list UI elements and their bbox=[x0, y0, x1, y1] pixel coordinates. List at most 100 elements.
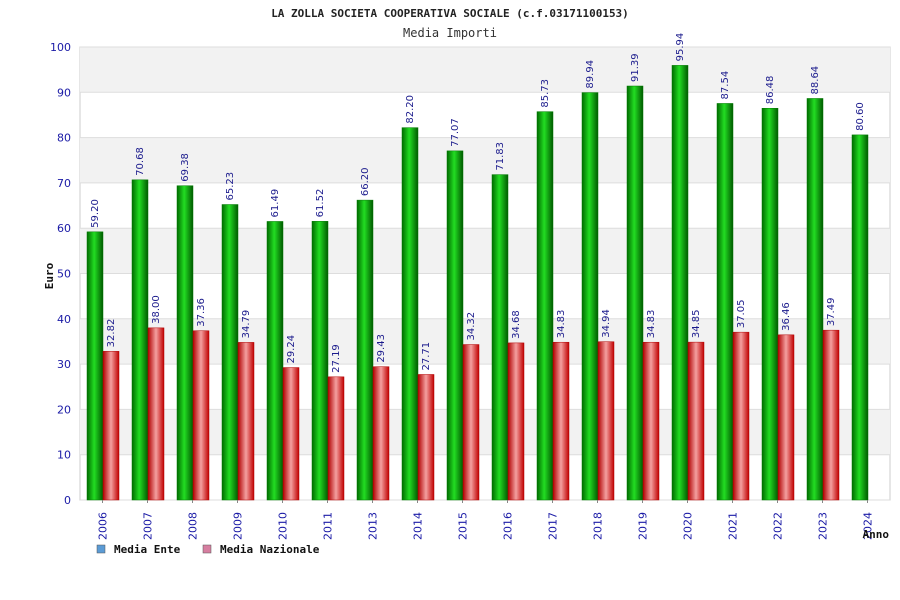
bar-media-ente bbox=[356, 199, 374, 501]
chart-title: LA ZOLLA SOCIETA COOPERATIVA SOCIALE (c.… bbox=[271, 7, 629, 20]
gridlines bbox=[80, 46, 890, 501]
bar-media-nazionale bbox=[102, 351, 120, 501]
bar-media-nazionale bbox=[417, 374, 435, 501]
x-tick-label: 2009 bbox=[232, 512, 245, 540]
x-tick-label: 2011 bbox=[322, 512, 335, 540]
x-axis-ticks: 2006 2007 2008 2009 2010 2011 2013 2014 2015 2016… bbox=[97, 500, 875, 540]
data-label: 34.85 bbox=[691, 309, 702, 338]
data-label: 91.39 bbox=[630, 53, 641, 82]
bar-media-nazionale bbox=[372, 366, 390, 501]
bar-media-nazionale bbox=[237, 342, 255, 501]
x-tick-label: 2014 bbox=[412, 512, 425, 540]
legend: Media Ente Media Nazionale bbox=[96, 543, 320, 556]
bar-media-nazionale bbox=[822, 329, 840, 501]
bar-media-nazionale bbox=[777, 334, 795, 501]
x-tick-label: 2016 bbox=[502, 512, 515, 540]
data-label: 70.68 bbox=[135, 147, 146, 176]
y-tick-label: 90 bbox=[57, 86, 71, 99]
legend-label: Media Ente bbox=[114, 543, 181, 556]
data-label: 65.23 bbox=[225, 172, 236, 201]
data-label: 34.83 bbox=[646, 310, 657, 339]
data-label: 82.20 bbox=[405, 95, 416, 124]
bar-media-nazionale bbox=[192, 330, 210, 501]
data-label: 80.60 bbox=[855, 102, 866, 131]
value-labels: 59.20 32.82 70.68 38.00 69.38 37.36 65.23 34.79… bbox=[90, 33, 866, 373]
data-label: 71.83 bbox=[495, 142, 506, 171]
data-label: 34.94 bbox=[601, 309, 612, 338]
x-tick-label: 2008 bbox=[187, 512, 200, 540]
plot-band bbox=[80, 47, 890, 93]
bar-media-nazionale bbox=[462, 344, 480, 501]
bar-media-ente bbox=[716, 103, 734, 501]
bar-media-ente bbox=[401, 127, 419, 501]
legend-swatch bbox=[202, 544, 212, 554]
data-label: 59.20 bbox=[90, 199, 101, 228]
bar-media-ente bbox=[581, 92, 599, 501]
x-tick-label: 2017 bbox=[547, 512, 560, 540]
bar-media-ente bbox=[221, 204, 239, 501]
bar-media-ente bbox=[626, 85, 644, 501]
bar-media-ente bbox=[536, 111, 554, 501]
bar-media-ente bbox=[176, 185, 194, 501]
y-tick-label: 10 bbox=[57, 449, 71, 462]
bar-media-ente bbox=[806, 98, 824, 501]
y-tick-label: 20 bbox=[57, 403, 71, 416]
legend-label: Media Nazionale bbox=[220, 543, 320, 556]
data-label: 87.54 bbox=[720, 71, 731, 100]
data-label: 34.32 bbox=[466, 312, 477, 341]
data-label: 77.07 bbox=[450, 118, 461, 147]
data-label: 61.49 bbox=[270, 189, 281, 218]
plot-band bbox=[80, 409, 890, 455]
bar-media-nazionale bbox=[732, 331, 750, 501]
x-tick-label: 2020 bbox=[682, 512, 695, 540]
bar-media-nazionale bbox=[327, 376, 345, 501]
data-label: 95.94 bbox=[675, 33, 686, 62]
data-label: 69.38 bbox=[180, 153, 191, 182]
bar-media-nazionale bbox=[552, 341, 570, 501]
x-tick-label: 2010 bbox=[277, 512, 290, 540]
data-label: 86.48 bbox=[765, 76, 776, 105]
x-tick-label: 2021 bbox=[727, 512, 740, 540]
data-label: 66.20 bbox=[360, 167, 371, 196]
chart-subtitle: Media Importi bbox=[403, 26, 497, 40]
data-label: 89.94 bbox=[585, 60, 596, 89]
y-tick-label: 50 bbox=[57, 268, 71, 281]
data-label: 27.19 bbox=[331, 344, 342, 373]
x-axis-title: Anno bbox=[863, 528, 890, 541]
bar-media-nazionale bbox=[282, 367, 300, 501]
bar-media-ente bbox=[86, 231, 104, 501]
data-label: 38.00 bbox=[151, 295, 162, 324]
data-label: 34.83 bbox=[556, 310, 567, 339]
data-label: 29.43 bbox=[376, 334, 387, 363]
data-label: 27.71 bbox=[421, 342, 432, 371]
bars bbox=[86, 65, 869, 501]
data-label: 61.52 bbox=[315, 189, 326, 218]
bar-media-ente bbox=[446, 150, 464, 501]
bar-media-ente bbox=[671, 65, 689, 501]
plot-band bbox=[80, 137, 890, 183]
plot-band bbox=[80, 228, 890, 274]
data-label: 29.24 bbox=[286, 335, 297, 364]
y-tick-label: 40 bbox=[57, 313, 71, 326]
data-label: 37.05 bbox=[736, 300, 747, 329]
x-tick-label: 2015 bbox=[457, 512, 470, 540]
bar-media-nazionale bbox=[507, 342, 525, 501]
data-label: 37.49 bbox=[826, 298, 837, 327]
bar-media-ente bbox=[851, 134, 869, 501]
data-label: 85.73 bbox=[540, 79, 551, 108]
x-tick-label: 2013 bbox=[367, 512, 380, 540]
x-tick-label: 2006 bbox=[97, 512, 110, 540]
bar-media-nazionale bbox=[147, 327, 165, 501]
x-tick-label: 2024 bbox=[862, 512, 875, 540]
data-label: 37.36 bbox=[196, 298, 207, 327]
y-tick-label: 80 bbox=[57, 132, 71, 145]
data-label: 36.46 bbox=[781, 302, 792, 331]
bar-media-nazionale bbox=[642, 341, 660, 501]
x-tick-label: 2019 bbox=[637, 512, 650, 540]
y-tick-label: 70 bbox=[57, 177, 71, 190]
y-tick-label: 60 bbox=[57, 222, 71, 235]
bar-media-ente bbox=[761, 107, 779, 501]
bar-media-nazionale bbox=[687, 341, 705, 501]
bar-media-ente bbox=[491, 174, 509, 501]
bar-media-nazionale bbox=[597, 341, 615, 501]
